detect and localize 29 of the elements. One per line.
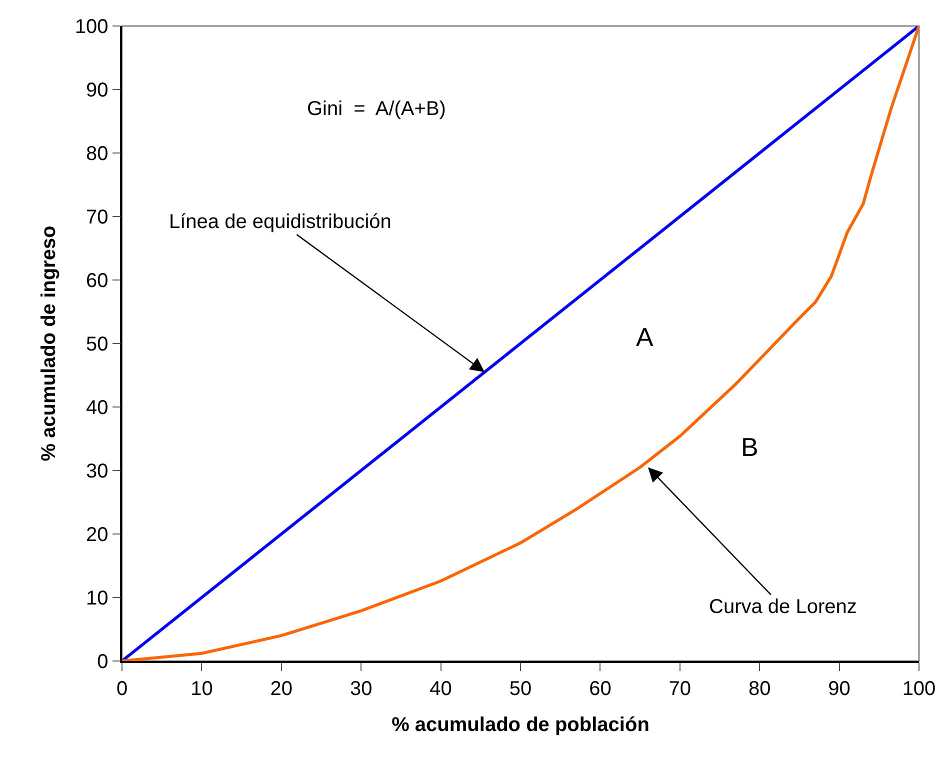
x-tick-label: 50 bbox=[509, 678, 532, 700]
y-tick-label: 40 bbox=[86, 397, 108, 419]
y-tick-label: 70 bbox=[86, 206, 108, 228]
y-tick-label: 0 bbox=[97, 651, 108, 673]
x-tick-label: 0 bbox=[116, 678, 128, 700]
annotation: A bbox=[636, 322, 654, 352]
y-tick-label: 80 bbox=[86, 143, 108, 165]
x-tick-label: 90 bbox=[828, 678, 850, 700]
y-tick-label: 100 bbox=[74, 16, 108, 38]
y-tick-label: 60 bbox=[86, 270, 108, 292]
x-tick-label: 100 bbox=[902, 678, 936, 700]
x-tick-label: 30 bbox=[350, 678, 372, 700]
annotation: B bbox=[741, 432, 758, 462]
y-tick-label: 90 bbox=[86, 80, 108, 102]
y-axis-title: % acumulado de ingreso bbox=[38, 226, 60, 462]
x-tick-label: 40 bbox=[430, 678, 452, 700]
x-tick-label: 70 bbox=[668, 678, 692, 700]
annotation: Gini = A/(A+B) bbox=[307, 98, 446, 120]
y-tick-label: 20 bbox=[86, 524, 108, 546]
x-axis-title: % acumulado de población bbox=[392, 714, 650, 736]
x-tick-label: 80 bbox=[748, 678, 771, 700]
annotation: Línea de equidistribución bbox=[169, 211, 392, 233]
x-tick-label: 60 bbox=[589, 678, 612, 700]
annotation: Curva de Lorenz bbox=[709, 596, 857, 618]
x-tick-label: 20 bbox=[270, 678, 293, 700]
y-tick-label: 30 bbox=[86, 460, 108, 482]
x-tick-label: 10 bbox=[190, 678, 213, 700]
y-tick-label: 10 bbox=[86, 588, 108, 610]
y-tick-label: 50 bbox=[86, 334, 108, 356]
